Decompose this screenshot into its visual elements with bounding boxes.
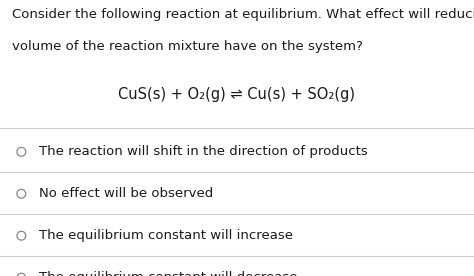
Text: Consider the following reaction at equilibrium. What effect will reducing the: Consider the following reaction at equil… <box>12 8 474 21</box>
Text: The reaction will shift in the direction of products: The reaction will shift in the direction… <box>39 145 368 158</box>
Text: The equilibrium constant will increase: The equilibrium constant will increase <box>39 229 293 242</box>
Text: No effect will be observed: No effect will be observed <box>39 187 214 200</box>
Text: volume of the reaction mixture have on the system?: volume of the reaction mixture have on t… <box>12 40 363 53</box>
Text: CuS(s) + O₂(g) ⇌ Cu(s) + SO₂(g): CuS(s) + O₂(g) ⇌ Cu(s) + SO₂(g) <box>118 87 356 102</box>
Text: The equilibrium constant will decrease: The equilibrium constant will decrease <box>39 271 298 276</box>
